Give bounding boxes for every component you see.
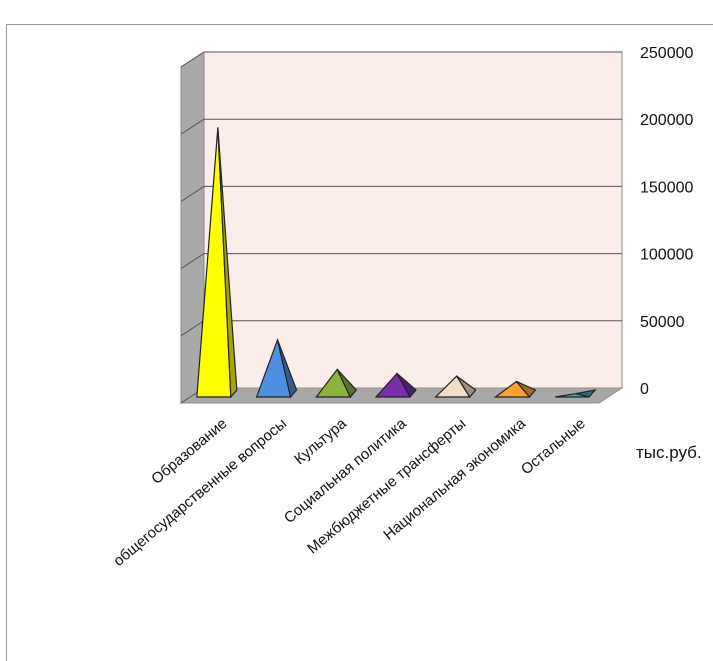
y-tick-label: 150000 <box>640 179 693 196</box>
pyramid-bar-side <box>276 339 298 399</box>
chart-frame-left <box>6 24 7 661</box>
chart-frame-top <box>6 24 713 25</box>
gridline-side <box>180 253 205 270</box>
x-category-label: Культура <box>291 415 350 469</box>
pyramid-bar-side <box>396 372 417 399</box>
y-tick-label: 50000 <box>640 314 685 331</box>
gridline-side <box>180 185 205 202</box>
pyramid-bar-side <box>575 389 597 398</box>
unit-label: тыс.руб. <box>636 443 702 462</box>
y-tick-label: 200000 <box>640 112 693 129</box>
pyramid-bar-side <box>456 375 477 399</box>
y-tick-label: 100000 <box>640 247 693 264</box>
x-category-label: Остальные <box>518 415 589 478</box>
y-tick-label: 250000 <box>640 45 693 62</box>
plot-back-wall <box>203 51 623 389</box>
gridline-side <box>180 118 205 135</box>
gridline-side <box>180 51 205 68</box>
pyramid-bar-side <box>515 380 537 398</box>
y-tick-label: 0 <box>640 381 649 398</box>
gridline-side <box>180 320 205 337</box>
pyramid-bar-side <box>217 127 238 399</box>
pyramid-bar-side <box>336 368 358 399</box>
